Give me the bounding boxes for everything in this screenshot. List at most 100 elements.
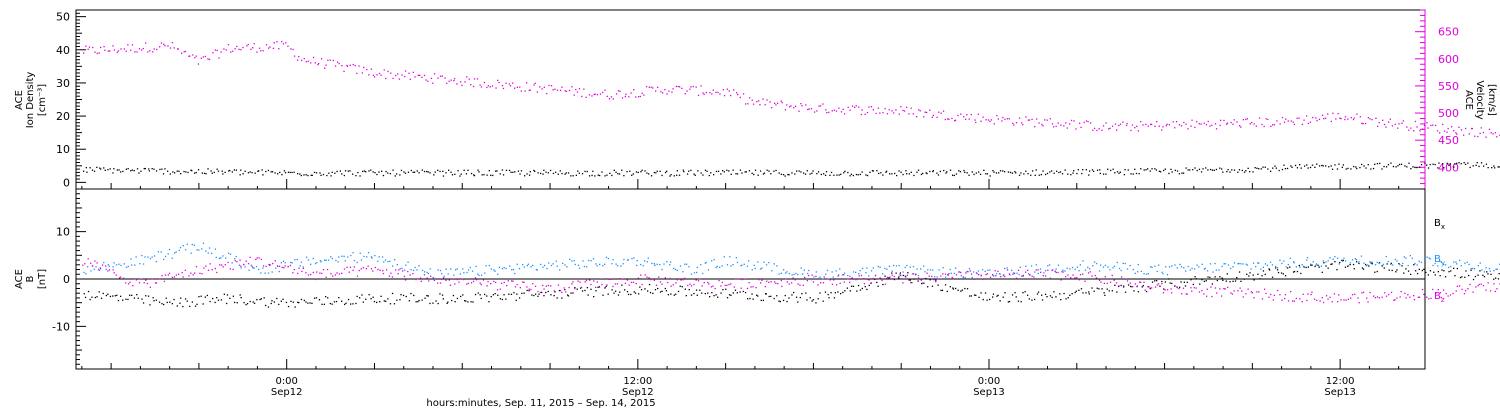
velocity-point (169, 47, 172, 49)
ion-density-point (1160, 171, 1162, 173)
ion-density-point (473, 174, 475, 176)
bz-point (262, 265, 265, 267)
bz-point (416, 278, 419, 280)
ion-density-point (880, 172, 882, 174)
ion-density-point (1205, 167, 1207, 169)
ion-density-point (526, 173, 528, 175)
bz-point (1033, 276, 1035, 278)
by-point (503, 267, 505, 269)
by-point (1147, 273, 1149, 275)
ion-density-point (601, 171, 603, 173)
velocity-point (164, 45, 166, 47)
bz-point (917, 277, 920, 279)
ion-density-point (646, 172, 648, 174)
ion-density-point (148, 168, 150, 170)
ion-density-point (1278, 169, 1280, 172)
bx-point (521, 292, 523, 294)
by-point (1030, 265, 1033, 267)
bx-point (910, 281, 912, 284)
bz-point (1467, 288, 1469, 290)
bx-point (833, 297, 836, 299)
velocity-point (1203, 122, 1205, 124)
ion-density-point (726, 169, 728, 171)
ion-density-point (1397, 165, 1399, 167)
bz-point (314, 278, 317, 281)
bz-point (155, 282, 158, 284)
by-point (627, 259, 629, 261)
bz-point (528, 288, 530, 290)
ion-density-point (673, 175, 675, 177)
bz-point (1287, 300, 1290, 302)
time-tick-label: 0:00 (978, 376, 1000, 387)
bz-point (962, 276, 964, 278)
bx-point (282, 298, 284, 300)
velocity-point (1013, 124, 1015, 126)
velocity-point (554, 88, 556, 90)
ion-density-point (823, 173, 825, 175)
bz-point (534, 285, 537, 287)
bx-point (305, 301, 307, 303)
by-point (157, 251, 160, 253)
velocity-point (1296, 117, 1298, 119)
bz-point (764, 286, 766, 288)
velocity-point (1166, 123, 1168, 125)
ion-density-point (363, 170, 366, 172)
bx-point (1093, 290, 1095, 292)
ion-density-point (359, 175, 361, 177)
by-point (1453, 261, 1455, 263)
bz-point (1074, 277, 1076, 279)
by-point (193, 244, 195, 246)
by-point (347, 256, 349, 258)
bz-point (608, 278, 610, 281)
by-point (175, 251, 177, 253)
ion-density-point (1229, 171, 1231, 173)
velocity-point (870, 106, 873, 108)
ion-density-point (315, 172, 318, 174)
ion-density-point (195, 171, 197, 174)
bx-point (739, 291, 741, 293)
ion-density-point (1089, 170, 1091, 172)
velocity-point (1119, 123, 1122, 125)
bx-point (479, 294, 481, 296)
ion-density-point (1442, 163, 1444, 165)
bz-point (965, 272, 967, 274)
velocity-point (1350, 117, 1352, 119)
ion-density-point (89, 167, 91, 169)
ion-density-point (1051, 170, 1053, 172)
by-point (1224, 263, 1226, 265)
bz-point (900, 274, 902, 277)
bz-point (596, 281, 598, 283)
ion-density-point (478, 171, 480, 173)
bx-point (91, 296, 93, 298)
bz-point (1157, 283, 1160, 285)
by-point (993, 275, 995, 277)
ion-density-point (763, 172, 766, 174)
bz-point (338, 273, 341, 275)
velocity-point (136, 51, 138, 53)
ion-density-point (615, 171, 617, 173)
bx-point (446, 302, 448, 304)
ion-density-point (1163, 169, 1165, 172)
bz-point (1426, 296, 1428, 298)
bz-point (1357, 297, 1359, 299)
bx-point (1434, 274, 1436, 276)
ion-density-point (355, 175, 357, 177)
ion-density-point (618, 173, 621, 175)
velocity-point (1140, 121, 1142, 123)
velocity-point (149, 50, 151, 52)
ion-density-point (936, 172, 938, 174)
by-point (868, 275, 870, 277)
bx-point (742, 290, 744, 293)
bx-point (344, 303, 346, 306)
velocity-point (1414, 120, 1417, 123)
bx-point (791, 294, 793, 296)
bz-point (737, 278, 740, 280)
ion-density-point (720, 173, 722, 175)
by-point (588, 259, 590, 262)
velocity-point (536, 91, 538, 93)
velocity-point (1063, 125, 1065, 127)
velocity-point (448, 80, 450, 82)
by-point (1489, 270, 1491, 272)
bz-point (1405, 297, 1407, 299)
by-point (1392, 264, 1394, 266)
